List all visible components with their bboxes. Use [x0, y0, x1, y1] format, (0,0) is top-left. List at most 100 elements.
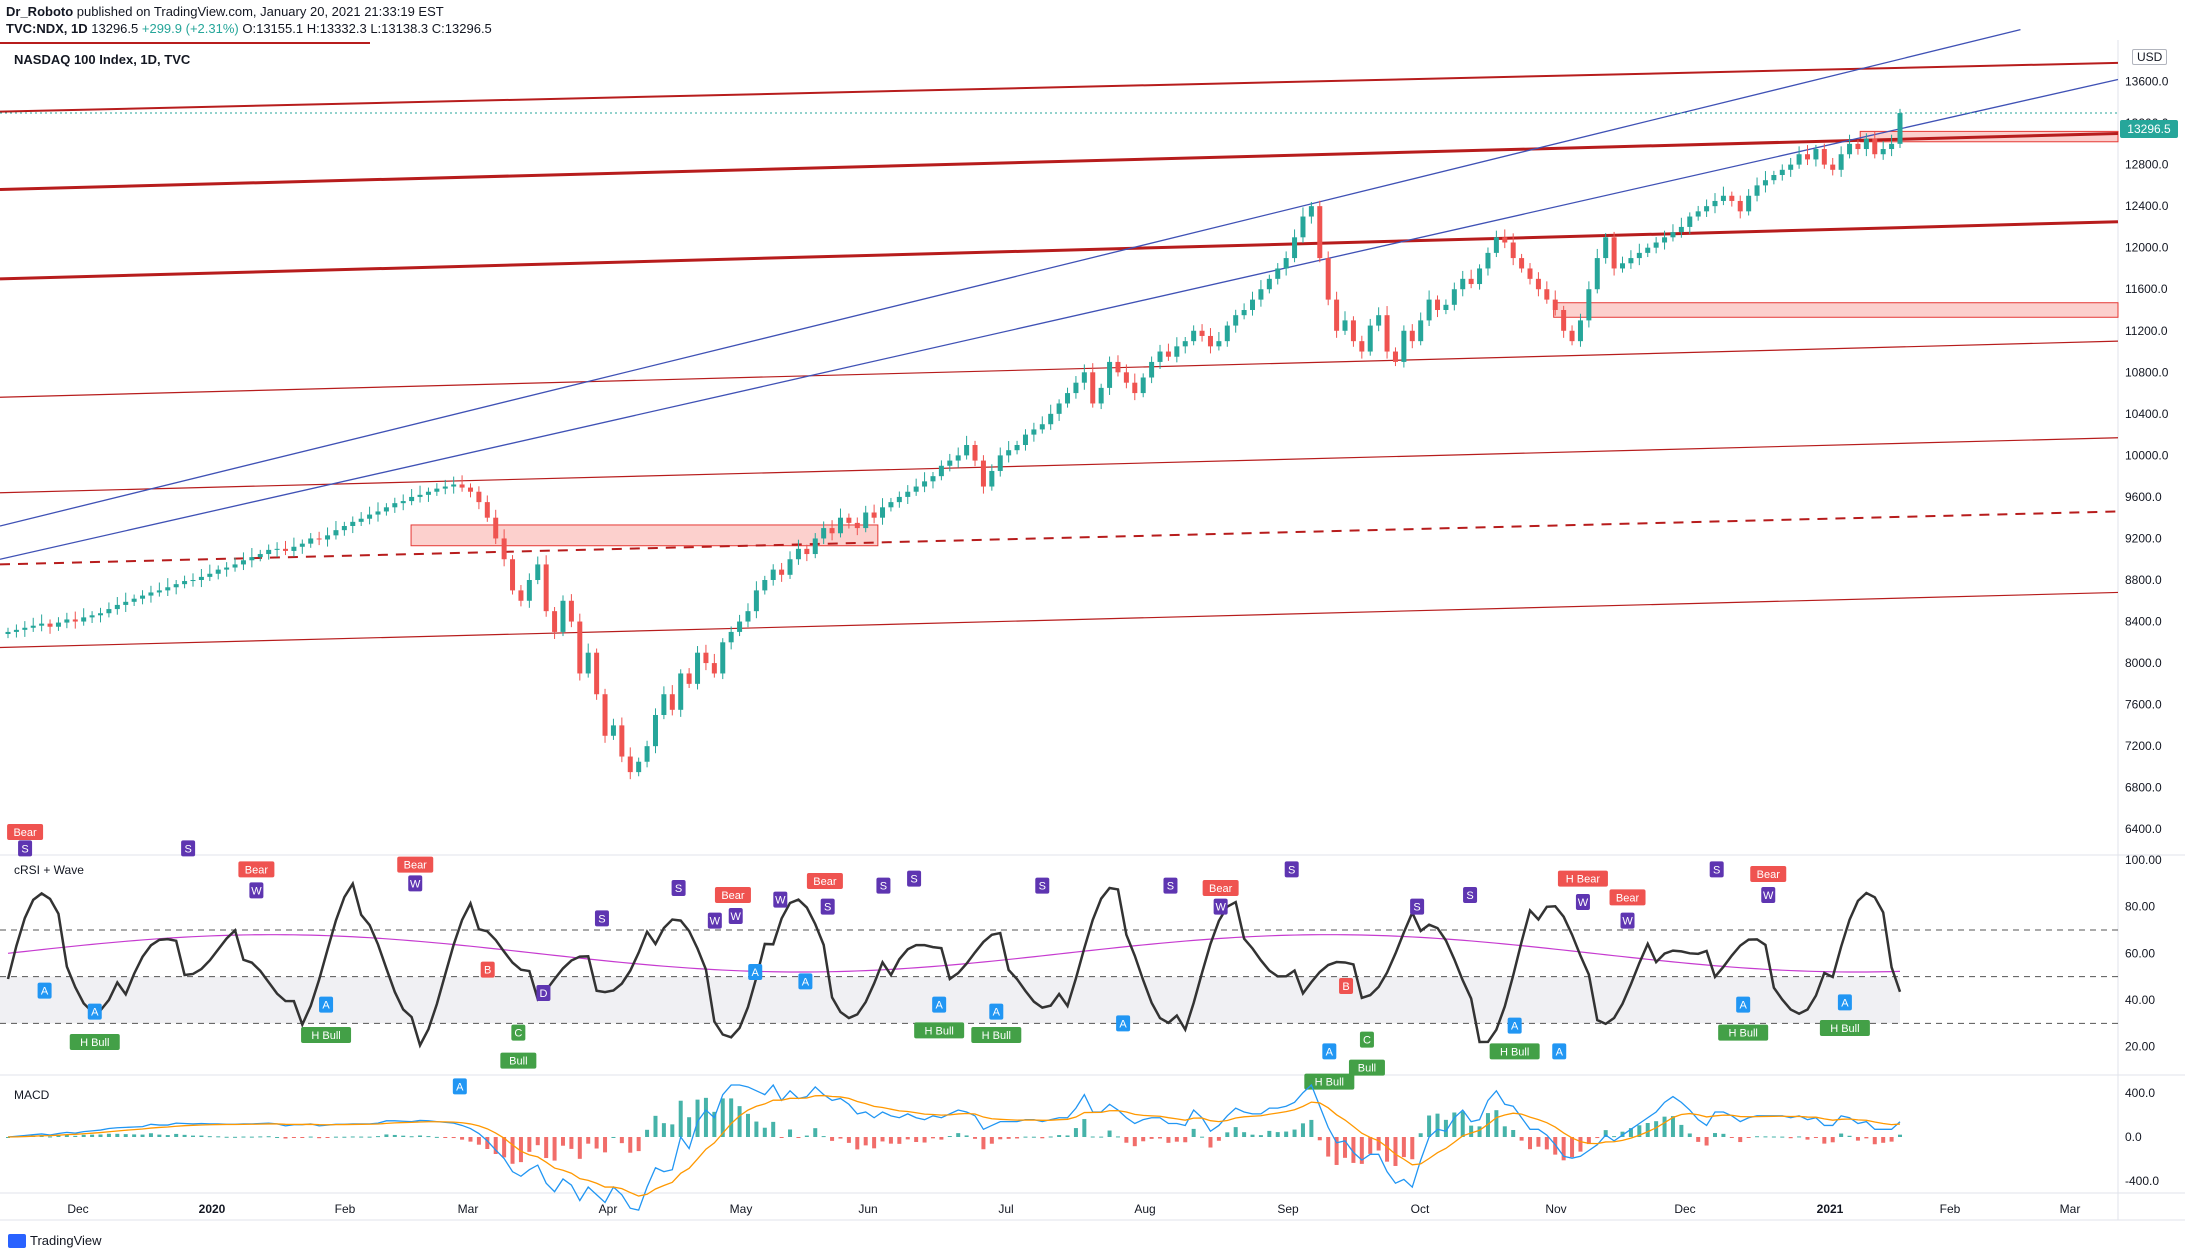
candle-body [661, 694, 667, 715]
publisher-line: Dr_Roboto published on TradingView.com, … [6, 4, 444, 19]
author-name[interactable]: Dr_Roboto [6, 4, 74, 19]
badge-shape [1348, 1059, 1385, 1076]
crsi-signal-badge: Bear [806, 873, 843, 889]
tradingview-brand[interactable]: TradingView [8, 1233, 102, 1248]
price-tick-label: 7600.0 [2125, 698, 2162, 712]
macd-histogram-bar [485, 1137, 490, 1150]
candle-body [1628, 258, 1634, 264]
macd-pane: 400.0 0.0 -400.0 [6, 1083, 2159, 1211]
badge-shape [820, 898, 835, 915]
macd-histogram-bar [1132, 1137, 1137, 1147]
badge-shape [1213, 898, 1228, 915]
candle-body [1889, 143, 1895, 150]
time-tick-label: Nov [1545, 1202, 1566, 1216]
macd-histogram-bar [1031, 1136, 1036, 1138]
macd-histogram-bar [300, 1137, 305, 1138]
macd-histogram-bar [1561, 1137, 1566, 1161]
badge-label: S [824, 902, 831, 914]
currency-button[interactable]: USD [2132, 49, 2168, 65]
macd-histogram-bar [249, 1136, 254, 1138]
candle-body [896, 496, 902, 503]
candle-body [1695, 211, 1701, 217]
badge-shape [1819, 1020, 1870, 1036]
crsi-indicator-label[interactable]: cRSI + Wave [14, 863, 84, 877]
candle-body [1704, 206, 1710, 212]
price-tick-label: 10800.0 [2125, 365, 2169, 379]
macd-histogram-bar [1149, 1137, 1154, 1139]
candle-body [1460, 278, 1466, 290]
candle-body [30, 625, 36, 628]
candle-body [232, 564, 238, 568]
candle-body [282, 548, 288, 551]
macd-histogram-bar [1864, 1137, 1869, 1139]
crsi-signal-badge: S [1410, 898, 1425, 915]
candle-body [1821, 149, 1827, 165]
macd-histogram-bar [720, 1098, 725, 1137]
macd-histogram-bar [1292, 1129, 1297, 1137]
macd-histogram-bar [1275, 1132, 1280, 1137]
macd-histogram-bar [687, 1117, 692, 1137]
candle-body [610, 725, 616, 736]
macd-histogram-bar [165, 1135, 170, 1137]
candle-body [602, 694, 608, 736]
badge-label: H Bull [1315, 1077, 1344, 1089]
macd-histogram-bar [670, 1124, 675, 1137]
candle-body [182, 581, 188, 585]
candle-body [568, 600, 574, 622]
time-tick-label: May [730, 1202, 753, 1216]
candle-body [913, 486, 919, 492]
macd-histogram-bar [1082, 1119, 1087, 1137]
candle-body [1250, 299, 1256, 310]
macd-indicator-label[interactable]: MACD [14, 1088, 50, 1102]
macd-histogram-bar [418, 1135, 423, 1137]
macd-histogram-bar [1326, 1137, 1331, 1157]
candle-body [1300, 216, 1306, 238]
candle-body [1065, 393, 1071, 404]
badge-label: D [539, 988, 547, 1000]
badge-label: B [484, 965, 491, 977]
macd-histogram-bar [1654, 1121, 1659, 1137]
macd-histogram-bar [695, 1099, 700, 1137]
badge-label: A [456, 1081, 464, 1093]
macd-histogram-bar [1788, 1137, 1793, 1139]
badge-shape [1284, 861, 1299, 878]
macd-histogram-bar [1889, 1137, 1894, 1142]
candle-body [1603, 237, 1609, 259]
crsi-signal-badge: W [728, 908, 743, 924]
candle-body [795, 548, 801, 560]
candle-body [1098, 387, 1104, 404]
candle-body [1216, 341, 1222, 347]
candle-body [737, 621, 743, 632]
candle-body [173, 584, 179, 588]
macd-histogram-bar [1746, 1137, 1751, 1138]
badge-shape [37, 982, 52, 999]
candle-body [1493, 237, 1499, 253]
low-value: L:13138.3 [370, 21, 429, 36]
price-tick-label: 8000.0 [2125, 656, 2162, 670]
time-tick-label: Jun [858, 1202, 877, 1216]
candle-body [1022, 434, 1028, 445]
macd-histogram-bar [737, 1106, 742, 1137]
candle-body [644, 746, 650, 762]
badge-label: Bear [1616, 892, 1640, 904]
badge-shape [69, 1034, 120, 1050]
badge-label: C [514, 1028, 522, 1040]
candle-body [1081, 372, 1087, 383]
candle-body [308, 538, 314, 544]
candle-body [1620, 263, 1626, 269]
time-tick-label: 2020 [199, 1202, 226, 1216]
macd-histogram-bar [964, 1135, 969, 1137]
candle-body [350, 521, 356, 526]
macd-histogram-bar [308, 1136, 313, 1138]
badge-label: W [1763, 890, 1774, 902]
macd-histogram-bar [905, 1137, 910, 1140]
candle-body [1678, 226, 1684, 233]
macd-histogram-bar [392, 1134, 397, 1137]
candle-body [1535, 278, 1541, 290]
macd-histogram-bar [813, 1128, 818, 1137]
macd-histogram-bar [636, 1137, 641, 1152]
badge-shape [971, 1027, 1022, 1043]
macd-histogram-bar [998, 1137, 1003, 1140]
macd-histogram-bar [140, 1134, 145, 1137]
macd-histogram-bar [115, 1133, 120, 1137]
